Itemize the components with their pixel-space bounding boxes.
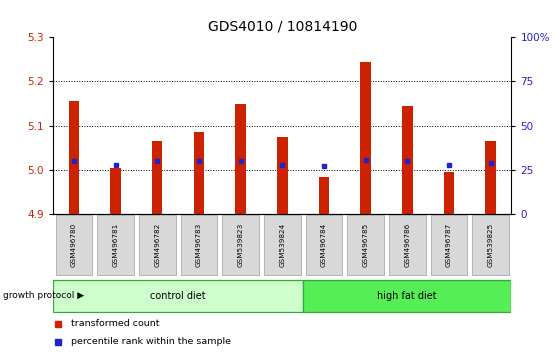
Text: GSM539825: GSM539825 (487, 223, 494, 267)
Bar (347, 215, 384, 275)
Bar (303, 280, 511, 312)
Bar (430, 215, 467, 275)
Bar (152, 141, 163, 214)
Bar (361, 62, 371, 214)
Bar (181, 215, 217, 275)
Bar (389, 215, 425, 275)
Text: GSM496782: GSM496782 (154, 223, 160, 267)
Bar (110, 168, 121, 214)
Text: GSM496780: GSM496780 (71, 223, 77, 267)
Text: transformed count: transformed count (72, 319, 160, 329)
Title: GDS4010 / 10814190: GDS4010 / 10814190 (207, 19, 357, 33)
Text: high fat diet: high fat diet (377, 291, 437, 301)
Text: control diet: control diet (150, 291, 206, 301)
Bar (194, 132, 204, 214)
Bar (485, 141, 496, 214)
Text: GSM539823: GSM539823 (238, 223, 244, 267)
Bar (69, 101, 79, 214)
Bar (53, 280, 303, 312)
Bar (472, 215, 509, 275)
Text: GSM496781: GSM496781 (112, 223, 119, 267)
Bar (306, 215, 342, 275)
Text: percentile rank within the sample: percentile rank within the sample (72, 337, 231, 346)
Text: GSM496786: GSM496786 (404, 223, 410, 267)
Bar (319, 177, 329, 214)
Bar (235, 103, 246, 214)
Bar (97, 215, 134, 275)
Text: GSM496787: GSM496787 (446, 223, 452, 267)
Text: GSM496784: GSM496784 (321, 223, 327, 267)
Bar (55, 215, 92, 275)
Bar (444, 172, 454, 214)
Bar (139, 215, 176, 275)
Text: GSM496783: GSM496783 (196, 223, 202, 267)
Text: GSM496785: GSM496785 (363, 223, 368, 267)
Bar (264, 215, 301, 275)
Bar (277, 137, 287, 214)
Text: growth protocol ▶: growth protocol ▶ (3, 291, 84, 300)
Bar (222, 215, 259, 275)
Bar (402, 106, 413, 214)
Text: GSM539824: GSM539824 (280, 223, 285, 267)
